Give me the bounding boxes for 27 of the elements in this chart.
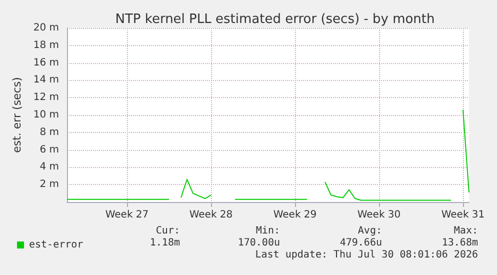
x-tick-label: Week 27 bbox=[105, 210, 149, 220]
y-tick-label: 14 m bbox=[33, 74, 59, 86]
y-axis-title: est. err (secs) bbox=[10, 77, 24, 153]
y-tick-label: 20 m bbox=[33, 22, 59, 34]
text: 479.66u bbox=[340, 238, 382, 248]
y-tick-label: 12 m bbox=[33, 92, 59, 104]
text: Avg: bbox=[358, 226, 382, 236]
text: Max: bbox=[454, 226, 478, 236]
text: 13.68m bbox=[442, 238, 478, 248]
text: Last update: Thu Jul 30 08:01:06 2026 bbox=[255, 250, 478, 260]
y-tick-label: 10 m bbox=[33, 110, 59, 120]
y-tick-label: 16 m bbox=[33, 57, 59, 68]
y-tick-label: 6 m bbox=[40, 144, 59, 156]
x-tick-label: Week 29 bbox=[273, 210, 317, 220]
x-tick-label: Week 30 bbox=[357, 210, 401, 220]
y-tick-label: 8 m bbox=[40, 126, 59, 138]
y-tick-label: 18 m bbox=[33, 40, 59, 51]
text: 1.18m bbox=[150, 238, 180, 248]
x-tick-label: Week 28 bbox=[189, 210, 233, 220]
x-tick-label: Week 31 bbox=[441, 210, 485, 220]
chart-title: NTP kernel PLL estimated error (secs) - by month bbox=[115, 12, 435, 27]
y-tick-label: 4 m bbox=[40, 162, 59, 173]
text: Cur: bbox=[156, 226, 180, 236]
text: 170.00u bbox=[238, 238, 280, 248]
text: Min: bbox=[256, 226, 280, 236]
legend-label: est-error bbox=[29, 240, 84, 250]
y-tick-label: 2 m bbox=[40, 179, 59, 190]
